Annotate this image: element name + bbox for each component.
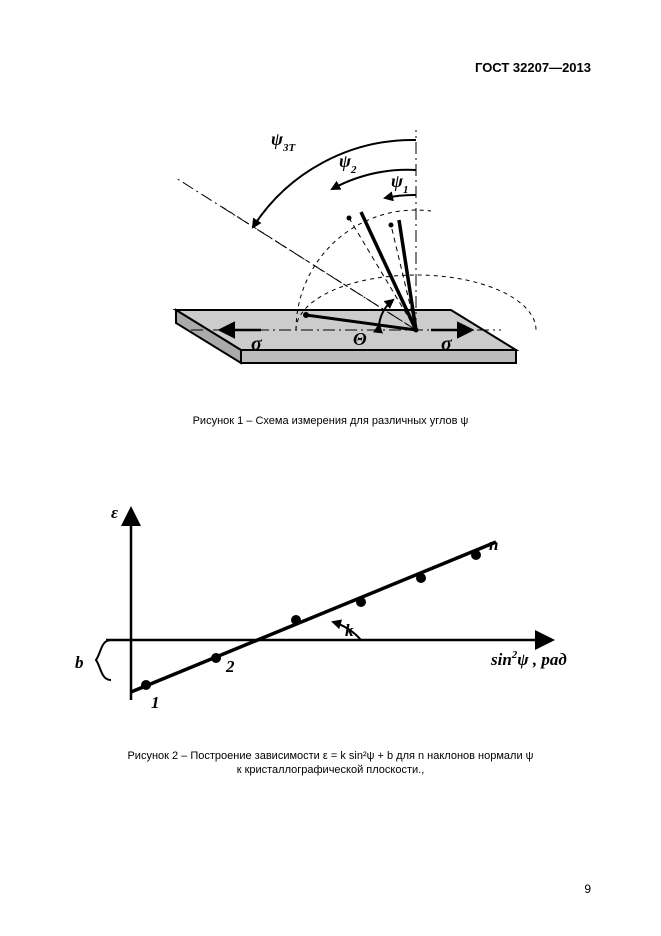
figure-2-svg: ε sin2ψ , рад 1 2 n k	[51, 470, 611, 730]
psi3-label: ψ3T	[271, 129, 297, 154]
sigma-left-label: σ	[251, 333, 263, 355]
doc-header: ГОСТ 32207—2013	[475, 60, 591, 75]
figure-1-caption: Рисунок 1 – Схема измерения для различны…	[0, 414, 661, 428]
figure-1: σ σ	[0, 110, 661, 428]
slope-label: k	[345, 621, 354, 640]
page-number: 9	[584, 882, 591, 896]
sigma-right-label: σ	[441, 333, 453, 355]
x-axis-label: sin2ψ , рад	[490, 649, 567, 669]
intercept-brace	[96, 640, 111, 680]
page: ГОСТ 32207—2013	[0, 0, 661, 936]
psi1-label: ψ1	[391, 171, 409, 196]
point-1-label: 1	[151, 693, 160, 712]
figure-2: ε sin2ψ , рад 1 2 n k	[0, 470, 661, 778]
slab	[176, 310, 516, 363]
point-n-label: n	[489, 535, 498, 554]
figure-2-caption: Рисунок 2 – Построение зависимости ε = k…	[0, 749, 661, 778]
figure-1-svg: σ σ	[121, 110, 541, 400]
theta-label: Θ	[353, 329, 367, 349]
point-2-label: 2	[225, 657, 235, 676]
intercept-label: b	[75, 653, 84, 672]
regression-line	[131, 542, 496, 692]
y-axis-label: ε	[111, 503, 118, 522]
psi2-label: ψ2	[339, 151, 357, 176]
